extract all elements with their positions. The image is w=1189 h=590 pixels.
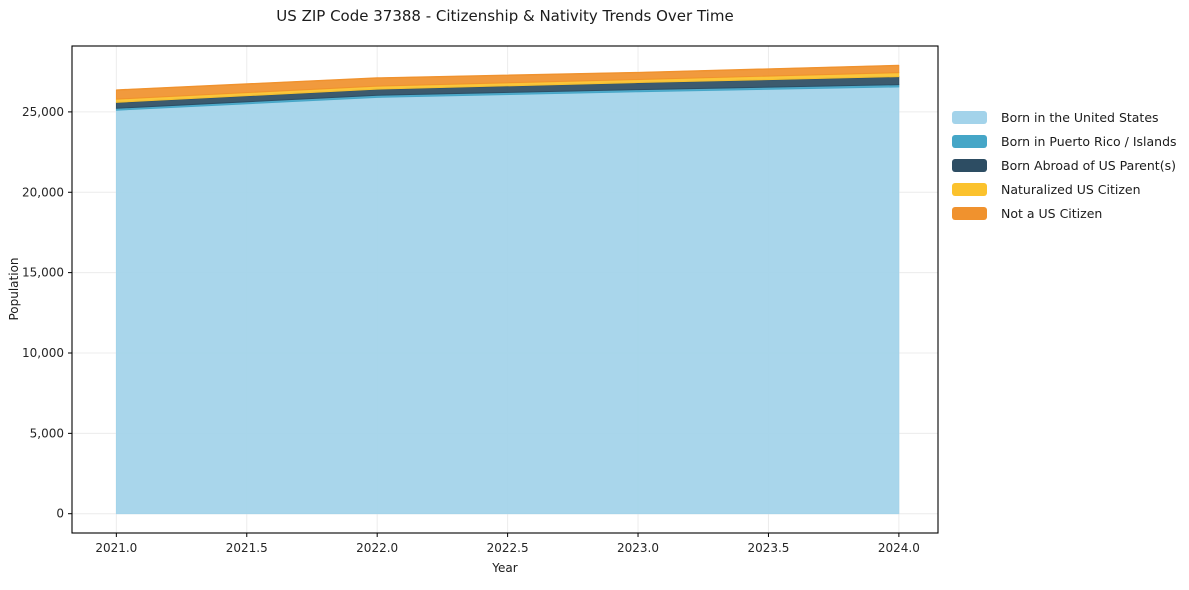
area-series-4-edge xyxy=(116,64,899,91)
legend-item-4: Not a US Citizen xyxy=(952,201,1177,225)
y-tick-label: 20,000 xyxy=(22,185,64,199)
x-tick-label: 2021.5 xyxy=(226,541,268,555)
legend-item-3: Naturalized US Citizen xyxy=(952,177,1177,201)
legend-swatch xyxy=(952,206,987,220)
plot-frame xyxy=(71,45,939,534)
y-tick-label: 25,000 xyxy=(22,105,64,119)
area-series-0 xyxy=(115,86,900,515)
legend-swatch xyxy=(952,111,987,125)
legend-swatch xyxy=(952,135,987,149)
y-tick-label: 5,000 xyxy=(30,426,64,440)
x-tick-label: 2023.0 xyxy=(617,541,659,555)
legend-item-0: Born in the United States xyxy=(952,106,1177,130)
legend-swatch xyxy=(952,182,987,196)
y-tick-label: 0 xyxy=(56,507,64,521)
x-tick-label: 2022.5 xyxy=(487,541,529,555)
legend-label: Born in Puerto Rico / Islands xyxy=(1001,134,1177,150)
x-tick-label: 2024.0 xyxy=(878,541,920,555)
legend-label: Not a US Citizen xyxy=(1001,205,1103,221)
legend-item-2: Born Abroad of US Parent(s) xyxy=(952,154,1177,178)
legend: Born in the United States Born in Puerto … xyxy=(952,106,1177,225)
y-tick-label: 10,000 xyxy=(22,346,64,360)
x-tick-label: 2023.5 xyxy=(747,541,789,555)
legend-item-1: Born in Puerto Rico / Islands xyxy=(952,130,1177,154)
legend-label: Born in the United States xyxy=(1001,110,1159,126)
legend-swatch xyxy=(952,158,987,172)
y-tick-label: 15,000 xyxy=(22,266,64,280)
x-tick-label: 2022.0 xyxy=(356,541,398,555)
chart-title: US ZIP Code 37388 - Citizenship & Nativi… xyxy=(276,7,734,25)
x-axis-label: Year xyxy=(492,561,518,575)
legend-label: Naturalized US Citizen xyxy=(1001,181,1141,197)
legend-label: Born Abroad of US Parent(s) xyxy=(1001,157,1176,173)
x-tick-label: 2021.0 xyxy=(95,541,137,555)
